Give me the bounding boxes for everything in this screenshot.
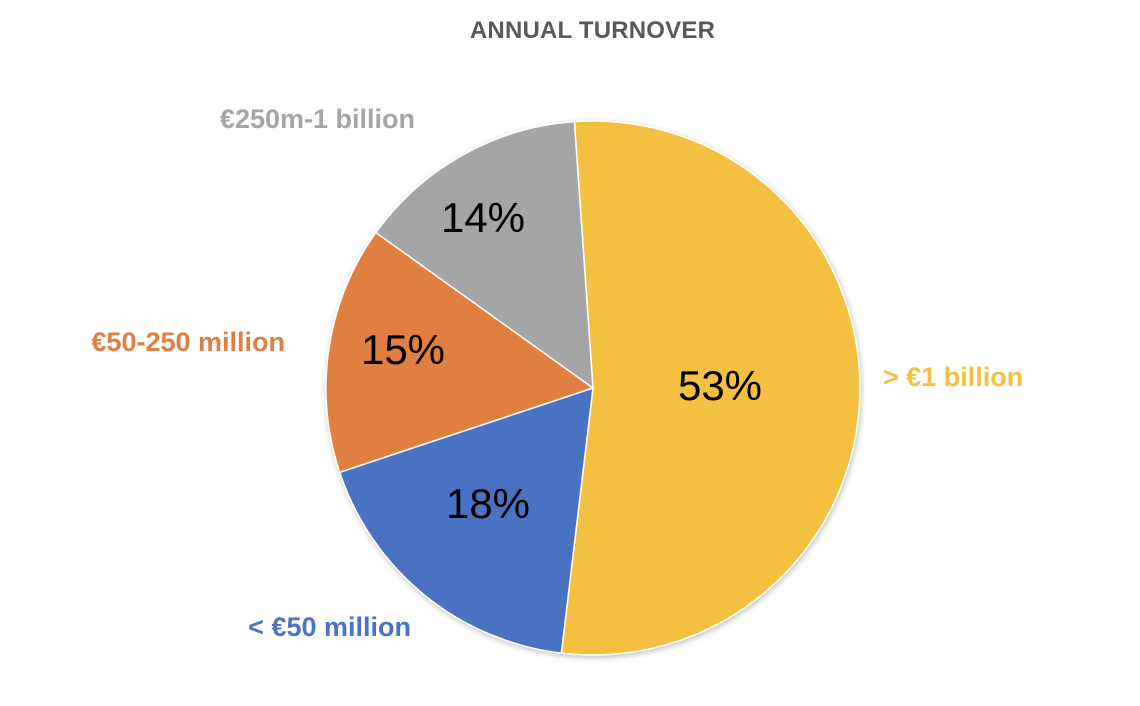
chart-title: ANNUAL TURNOVER [469, 17, 716, 44]
slice-value-label-3: 14% [441, 194, 525, 241]
pie-slice-2 [325, 231, 595, 474]
category-label-1: < €50 million [248, 612, 411, 642]
slice-value-label-1: 18% [446, 480, 530, 527]
slice-value-label-2: 15% [361, 326, 445, 373]
pie-slice-0 [560, 120, 861, 656]
category-label-2: €50-250 million [91, 327, 285, 357]
slice-value-label-0: 53% [678, 362, 762, 409]
pie-slices [325, 120, 861, 656]
pie-slice-3 [374, 120, 594, 390]
pie-labels: 53% 18% 15% 14% > €1 billion < €50 million €50… [91, 104, 1023, 642]
pie-slice-1 [338, 386, 594, 654]
category-label-0: > €1 billion [883, 362, 1023, 392]
category-label-3: €250m-1 billion [220, 104, 415, 134]
